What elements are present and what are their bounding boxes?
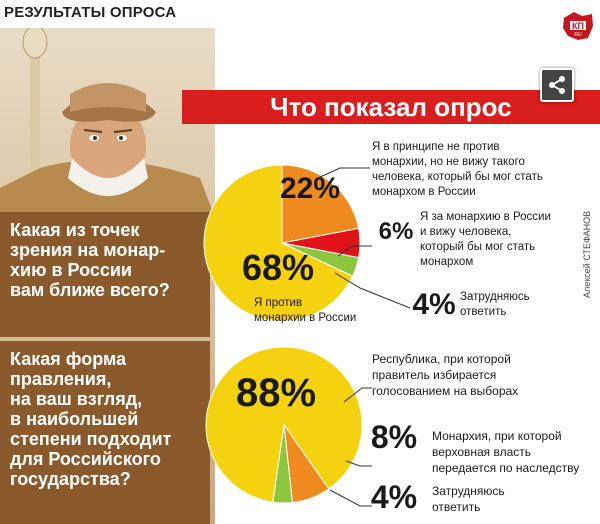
share-button[interactable] — [540, 68, 574, 102]
pie1-value-label: 6% — [379, 218, 414, 245]
question-1: Какая из точек зрения на монар-хию в Росс… — [0, 212, 210, 337]
pie2-slice-description: Затрудняюсь ответить — [432, 484, 505, 514]
pie2-value-label: 8% — [371, 419, 417, 455]
infographic: Какая из точек зрения на монар-хию в Росс… — [0, 28, 600, 524]
pie1-slice-description: Я в принципе не против монархии, но не ви… — [372, 141, 543, 198]
pie2-value-label: 88% — [236, 371, 316, 415]
leader-line — [343, 387, 372, 403]
question-1-line: Какая из точек — [10, 220, 140, 240]
pie2-value-label: 4% — [371, 479, 417, 515]
pie1-slice-description: Я за монархию в России и вижу человека, ко… — [420, 211, 551, 268]
pie1-slice — [281, 164, 360, 244]
pie1-slice — [203, 164, 354, 322]
banner-title: Что показал опрос — [182, 90, 600, 124]
question-2-line: на ваш взгляд, — [10, 389, 143, 409]
pie1-value-label: 22% — [280, 172, 340, 205]
share-icon — [549, 76, 565, 94]
question-1-line: хию в России — [10, 260, 132, 280]
pie-charts: 22% Я в принципе не против монархии, но не… — [203, 141, 579, 515]
pie1-slice-description: Затрудняюсь ответить — [460, 291, 530, 318]
leader-line — [317, 167, 370, 179]
question-2-line: Какая форма — [10, 349, 127, 369]
svg-text:КП: КП — [572, 21, 584, 31]
question-2-line: государства? — [10, 469, 131, 489]
pie2-slice-description: Монархия, при которой верховная власть пер… — [432, 429, 579, 475]
leader-line — [337, 245, 372, 257]
question-1-line: зрения на монар- — [10, 240, 166, 260]
kp-logo[interactable]: КП RU — [560, 8, 596, 44]
pie1-value-label: 68% — [242, 247, 314, 288]
pie1-value-label: 4% — [412, 288, 455, 321]
question-2-line: в наибольшей — [10, 409, 139, 429]
question-2: Какая форма правления, на ваш взгляд, в наи… — [0, 341, 210, 524]
leader-line — [329, 489, 372, 507]
pie2-slice-description: Республика, при которой правитель избирае… — [372, 352, 518, 398]
leader-line — [334, 272, 411, 309]
question-2-line: степени подходит — [10, 429, 172, 449]
question-2-line: для Российского — [10, 449, 161, 469]
leader-line — [345, 460, 372, 467]
question-2-line: правления, — [10, 369, 112, 389]
svg-text:RU: RU — [574, 32, 582, 38]
question-1-line: вам ближе всего? — [10, 280, 170, 300]
pie2-slice — [272, 424, 293, 504]
pie2-slice — [205, 346, 363, 503]
pie1-slice-description: Я против монархии в России — [254, 297, 356, 324]
page-title: РЕЗУЛЬТАТЫ ОПРОСА — [4, 4, 177, 21]
